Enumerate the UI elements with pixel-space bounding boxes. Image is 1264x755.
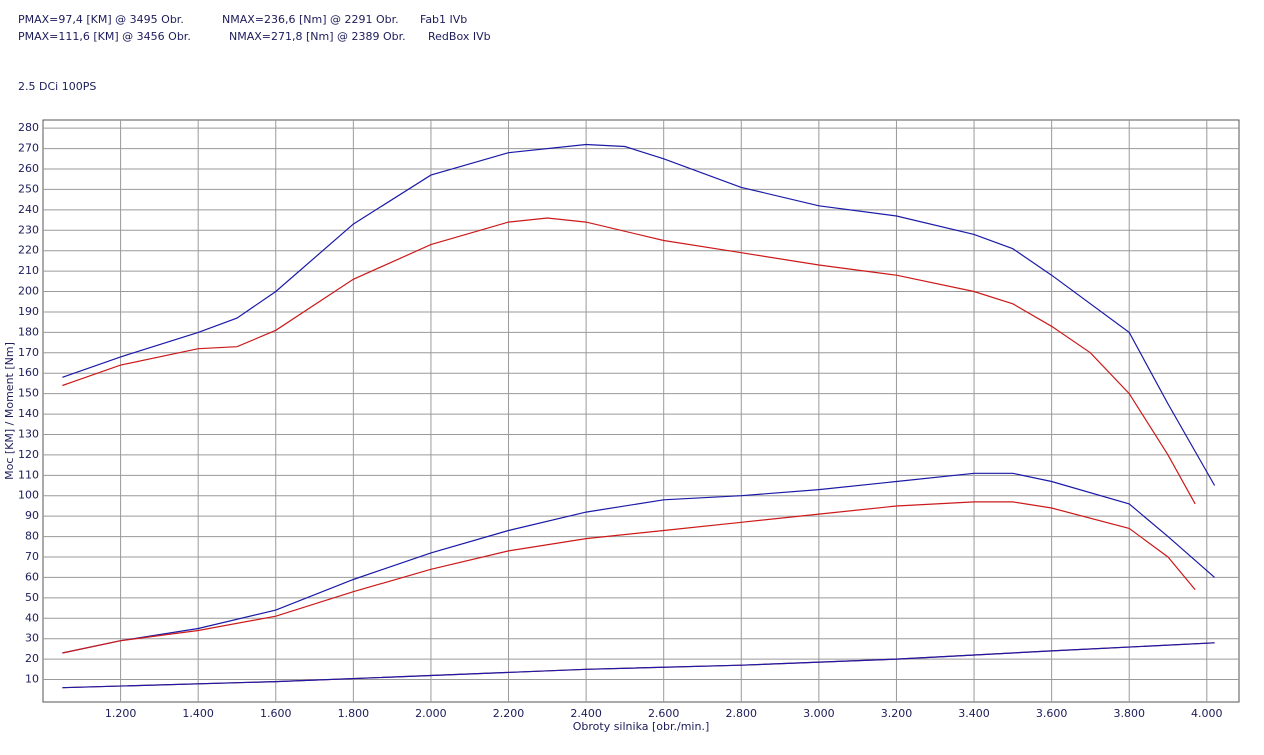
x-tick-label: 2.200 (493, 707, 525, 720)
y-tick-label: 240 (18, 203, 39, 216)
y-tick-label: 230 (18, 223, 39, 236)
y-tick-label: 40 (25, 611, 39, 624)
y-tick-label: 80 (25, 530, 39, 543)
series-line (62, 472, 1215, 654)
header-pmax: PMAX=111,6 [KM] @ 3456 Obr. (18, 30, 191, 43)
series-line (62, 143, 1216, 486)
y-tick-label: 210 (18, 264, 39, 277)
x-tick-label: 2.400 (570, 707, 602, 720)
x-tick-label: 3.400 (958, 707, 990, 720)
y-tick-label: 170 (18, 346, 39, 359)
y-tick-label: 130 (18, 427, 39, 440)
series-line (62, 642, 1215, 689)
y-axis-label: Moc [KM] / Moment [Nm] (3, 342, 16, 480)
header-pmax: PMAX=97,4 [KM] @ 3495 Obr. (18, 13, 184, 26)
header-nmax: NMAX=236,6 [Nm] @ 2291 Obr. (222, 13, 399, 26)
x-tick-label: 3.600 (1036, 707, 1068, 720)
series-line (62, 501, 1196, 654)
y-tick-label: 200 (18, 285, 39, 298)
y-tick-label: 60 (25, 570, 39, 583)
x-tick-label: 3.800 (1113, 707, 1145, 720)
y-tick-label: 20 (25, 652, 39, 665)
y-tick-label: 150 (18, 387, 39, 400)
y-tick-label: 250 (18, 182, 39, 195)
x-tick-label: 2.800 (726, 707, 758, 720)
y-tick-label: 190 (18, 305, 39, 318)
y-tick-label: 220 (18, 244, 39, 257)
x-tick-label: 3.200 (881, 707, 913, 720)
x-tick-label: 1.800 (338, 707, 370, 720)
y-tick-label: 110 (18, 468, 39, 481)
header-name: RedBox IVb (428, 30, 491, 43)
x-tick-label: 1.400 (182, 707, 214, 720)
plot-border (42, 119, 1240, 703)
y-tick-label: 100 (18, 489, 39, 502)
header-nmax: NMAX=271,8 [Nm] @ 2389 Obr. (229, 30, 406, 43)
x-tick-label: 1.600 (260, 707, 292, 720)
x-tick-label: 3.000 (803, 707, 835, 720)
y-tick-label: 70 (25, 550, 39, 563)
y-tick-label: 160 (18, 366, 39, 379)
series-line (62, 217, 1196, 505)
y-tick-label: 180 (18, 325, 39, 338)
y-tick-label: 140 (18, 407, 39, 420)
y-tick-label: 90 (25, 509, 39, 522)
x-axis-label: Obroty silnika [obr./min.] (573, 720, 710, 733)
y-tick-label: 120 (18, 448, 39, 461)
x-tick-label: 2.600 (648, 707, 680, 720)
y-tick-label: 260 (18, 162, 39, 175)
y-tick-label: 280 (18, 121, 39, 134)
y-tick-label: 30 (25, 632, 39, 645)
x-tick-label: 2.000 (415, 707, 447, 720)
header-name: Fab1 IVb (420, 13, 467, 26)
x-tick-label: 4.000 (1191, 707, 1223, 720)
x-tick-label: 1.200 (105, 707, 137, 720)
y-tick-label: 50 (25, 591, 39, 604)
y-tick-label: 270 (18, 142, 39, 155)
y-tick-label: 10 (25, 673, 39, 686)
subtitle: 2.5 DCi 100PS (18, 80, 96, 93)
